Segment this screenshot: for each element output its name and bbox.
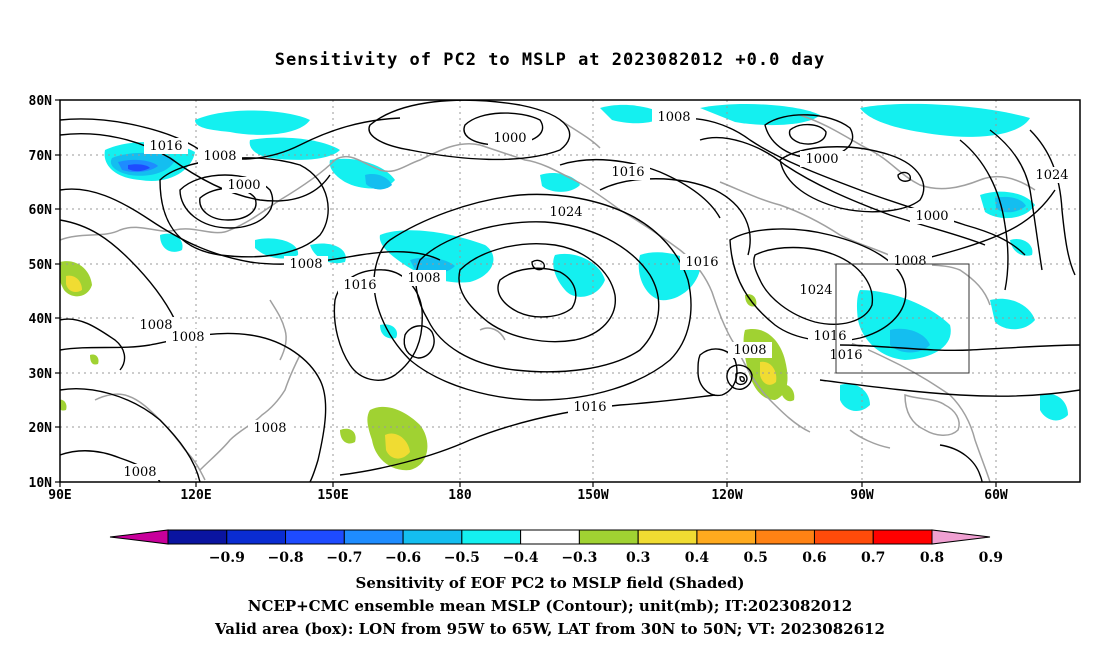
colorbar-swatch (167, 529, 228, 545)
contour-label: 1016 (829, 348, 862, 363)
colorbar-swatch (578, 529, 639, 545)
caption-valid-area: Valid area (box): LON from 95W to 65W, L… (215, 620, 885, 638)
colorbar-swatch (696, 529, 757, 545)
mslp-contours (60, 100, 1080, 482)
contour-label: 1008 (171, 330, 204, 345)
colorbar-swatch (461, 529, 522, 545)
lon-label: 120E (180, 488, 211, 503)
colorbar-swatch (813, 529, 874, 545)
lat-tick-labels: 10N 20N 30N 40N 50N 60N 70N 80N (29, 94, 53, 491)
colorbar-label: 0.8 (920, 550, 944, 566)
lon-label: 150E (317, 488, 348, 503)
colorbar-label: −0.8 (267, 550, 303, 566)
caption-contour: NCEP+CMC ensemble mean MSLP (Contour); u… (247, 597, 853, 615)
contour-label: 1008 (289, 257, 322, 272)
contour-label: 1008 (123, 465, 156, 480)
lon-label: 90W (850, 488, 874, 503)
colorbar: −0.9 −0.8 −0.7 −0.6 −0.5 −0.4 −0.3 0.3 0.4 0.5 0.6… (109, 529, 1003, 566)
lat-label: 60N (29, 203, 53, 218)
colorbar-swatch (226, 529, 287, 545)
lat-ticks (55, 99, 60, 483)
colorbar-swatch (755, 529, 815, 545)
contour-label: 1016 (343, 278, 376, 293)
chart-title: Sensitivity of PC2 to MSLP at 2023082012… (274, 50, 826, 70)
lon-label: 180 (448, 488, 472, 503)
colorbar-label: −0.6 (385, 550, 421, 566)
colorbar-swatch (285, 529, 345, 545)
colorbar-label: −0.4 (503, 550, 539, 566)
colorbar-label: 0.9 (979, 550, 1003, 566)
lat-label: 20N (29, 421, 53, 436)
contour-label: 1016 (573, 400, 606, 415)
colorbar-label: 0.5 (744, 550, 768, 566)
lat-lon-grid (60, 100, 1080, 482)
contour-label: 1000 (227, 178, 260, 193)
contour-label: 1024 (799, 283, 832, 298)
contour-label: 1008 (893, 254, 926, 269)
lon-label: 150W (577, 488, 608, 503)
contour-label: 1016 (611, 165, 644, 180)
contour-label: 1016 (685, 255, 718, 270)
lon-tick-labels: 90E 120E 150E 180 150W 120W 90W 60W (48, 488, 1008, 503)
lat-label: 10N (29, 476, 53, 491)
colorbar-swatch (872, 529, 933, 545)
caption-shaded: Sensitivity of EOF PC2 to MSLP field (Sh… (355, 574, 745, 592)
lat-label: 30N (29, 367, 53, 382)
lon-label: 60W (984, 488, 1008, 503)
colorbar-label: 0.7 (861, 550, 885, 566)
contour-label: 1008 (203, 149, 236, 164)
lat-label: 50N (29, 258, 53, 273)
lat-label: 70N (29, 149, 53, 164)
colorbar-label: 0.4 (685, 550, 710, 566)
colorbar-label: 0.6 (802, 550, 826, 566)
lon-ticks (59, 482, 997, 487)
colorbar-label: −0.3 (561, 550, 597, 566)
contour-label: 1008 (733, 343, 766, 358)
contour-label: 1016 (813, 329, 846, 344)
colorbar-swatch (343, 529, 404, 545)
contour-label: 1024 (1035, 168, 1068, 183)
lat-label: 80N (29, 94, 53, 109)
colorbar-left-arrow (109, 529, 169, 545)
colorbar-label: −0.9 (209, 550, 245, 566)
lon-label: 120W (711, 488, 742, 503)
lat-label: 40N (29, 312, 53, 327)
contour-label: 1024 (549, 205, 582, 220)
colorbar-swatch (402, 529, 463, 545)
contour-label: 1016 (149, 139, 182, 154)
colorbar-swatch (637, 529, 698, 545)
valid-area-box (835, 263, 970, 374)
colorbar-label: −0.7 (326, 550, 362, 566)
contour-label: 1008 (407, 271, 440, 286)
contour-label: 1008 (657, 110, 690, 125)
colorbar-label: −0.5 (444, 550, 480, 566)
contour-label: 1000 (493, 131, 526, 146)
map-frame (59, 99, 1081, 483)
contour-label: 1008 (139, 318, 172, 333)
contour-label: 1000 (915, 209, 948, 224)
contour-labels: 1016 1008 1000 1008 1008 1016 1008 1008 … (118, 109, 1074, 480)
colorbar-label: 0.3 (626, 550, 650, 566)
colorbar-right-arrow (931, 529, 991, 545)
lon-label: 90E (48, 488, 71, 503)
contour-label: 1000 (805, 152, 838, 167)
contour-label: 1008 (253, 421, 286, 436)
map-plot-area: 1016 1008 1000 1008 1008 1016 1008 1008 … (60, 100, 1080, 482)
colorbar-swatch (520, 529, 580, 545)
